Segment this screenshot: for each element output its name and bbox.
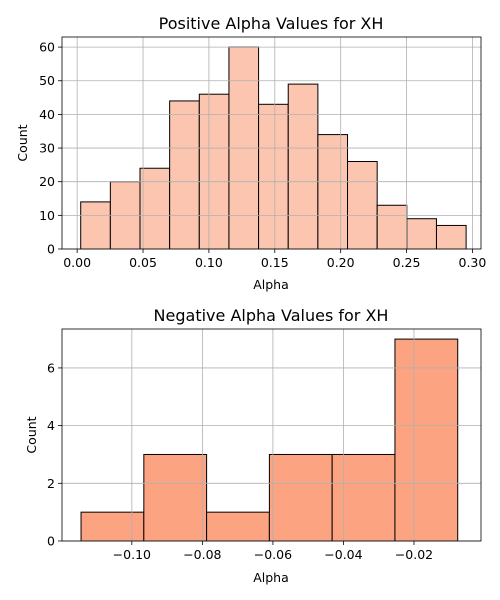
x-axis-label: Alpha — [253, 570, 289, 585]
x-tick-label: 0.30 — [459, 255, 487, 270]
histogram-bar — [80, 201, 111, 250]
bars — [80, 338, 459, 542]
y-tick-label: 6 — [47, 360, 55, 375]
y-tick-label: 4 — [47, 418, 55, 433]
plot-frame — [61, 36, 482, 250]
histogram-bar — [394, 338, 459, 542]
x-tick-label: 0.25 — [393, 255, 421, 270]
x-tick-label: 0.15 — [261, 255, 289, 270]
histogram-bar — [376, 204, 408, 250]
histogram-bar — [268, 453, 333, 542]
histogram-bar — [331, 453, 396, 542]
y-tick-label: 30 — [39, 141, 55, 156]
x-axis-label: Alpha — [253, 277, 289, 292]
x-tick-label: 0.00 — [63, 255, 91, 270]
x-tick-label: 0.05 — [129, 255, 157, 270]
x-tick-label: −0.02 — [395, 547, 433, 562]
y-tick-label: 20 — [39, 174, 55, 189]
x-tick-label: −0.08 — [183, 547, 221, 562]
histogram-bar — [317, 134, 349, 250]
x-tick-label: −0.04 — [324, 547, 362, 562]
y-axis-label: Count — [24, 416, 39, 453]
y-axis-label: Count — [15, 124, 30, 161]
y-tick-label: 2 — [47, 476, 55, 491]
gridlines — [62, 37, 481, 250]
histogram-bar — [258, 103, 289, 250]
x-tick-label: −0.10 — [113, 547, 151, 562]
histogram-bar — [406, 218, 437, 250]
chart-title: Positive Alpha Values for XH — [159, 14, 384, 33]
y-axis-ticks: 0 2 4 6 — [47, 360, 62, 549]
histogram-bar — [206, 511, 270, 542]
y-tick-label: 0 — [47, 534, 55, 549]
histogram-bar — [139, 167, 171, 250]
histogram-bar — [143, 453, 208, 542]
histogram-bar — [169, 100, 200, 250]
x-axis-ticks: −0.10 −0.08 −0.06 −0.04 −0.02 — [113, 541, 433, 562]
y-tick-label: 0 — [47, 242, 55, 257]
y-tick-label: 40 — [39, 107, 55, 122]
histogram-bar — [435, 224, 467, 250]
histogram-bar — [80, 511, 145, 542]
chart-title: Negative Alpha Values for XH — [154, 306, 389, 325]
plot-frame — [61, 328, 482, 542]
histogram-bar — [198, 93, 230, 250]
histogram-bar — [347, 161, 378, 250]
x-tick-label: −0.06 — [254, 547, 292, 562]
y-tick-label: 10 — [39, 208, 55, 223]
x-axis-ticks: 0.00 0.05 0.10 0.15 0.20 0.25 0.30 — [63, 249, 486, 270]
y-tick-label: 60 — [39, 40, 55, 55]
y-axis-ticks: 0 10 20 30 40 50 60 — [39, 40, 62, 257]
histogram-bar — [287, 83, 319, 250]
x-tick-label: 0.10 — [195, 255, 223, 270]
negative-alpha-histogram: Negative Alpha Values for XH −0.10 −0.08−… — [24, 306, 482, 585]
y-tick-label: 50 — [39, 73, 55, 88]
positive-alpha-histogram: Positive Alpha Values for XH 0.00 0.05 0.1… — [15, 14, 486, 292]
x-tick-label: 0.20 — [327, 255, 355, 270]
